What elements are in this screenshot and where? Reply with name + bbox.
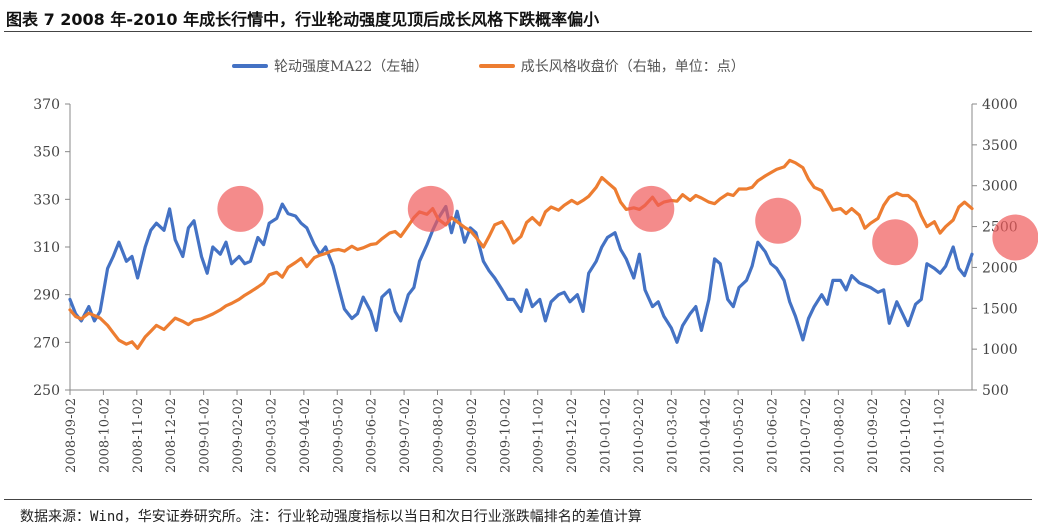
x-tick-label: 2010-06-02 (766, 398, 781, 473)
y-left-tick-label: 270 (33, 335, 60, 351)
highlight-circle (217, 185, 264, 232)
x-tick-label: 2009-05-02 (331, 398, 346, 473)
source-divider (4, 499, 1032, 500)
x-tick-label: 2010-11-02 (933, 398, 948, 473)
y-left-tick-label: 350 (33, 145, 60, 161)
y-right-tick-label: 2000 (982, 260, 1018, 276)
y-left-tick-label: 370 (33, 97, 60, 113)
legend: 轮动强度MA22（左轴） 成长风格收盘价（右轴，单位：点） (232, 56, 791, 76)
chart-title: 图表 7 2008 年-2010 年成长行情中，行业轮动强度见顶后成长风格下跌概… (6, 10, 600, 29)
legend-label-growth: 成长风格收盘价（右轴，单位：点） (520, 59, 745, 75)
y-right-tick-label: 3000 (982, 179, 1018, 195)
legend-item-rotation: 轮动强度MA22（左轴） (232, 56, 428, 76)
y-left-tick-label: 330 (33, 192, 60, 208)
series-line-rotation (68, 202, 974, 344)
x-tick-label: 2009-01-02 (198, 398, 213, 473)
x-tick-label: 2008-09-02 (64, 398, 79, 473)
y-left-tick-label: 310 (33, 240, 60, 256)
x-tick-label: 2009-02-02 (231, 398, 246, 473)
legend-swatch-orange (478, 64, 515, 68)
x-tick-label: 2009-12-02 (565, 398, 580, 473)
x-tick-label: 2008-10-02 (97, 398, 112, 473)
x-tick-label: 2009-11-02 (532, 398, 547, 473)
y-left-tick-label: 250 (33, 383, 60, 399)
highlight-circle (872, 219, 919, 266)
x-tick-label: 2009-04-02 (298, 398, 313, 473)
source-note: 数据来源：Wind，华安证券研究所。注：行业轮动强度指标以当日和次日行业涨跌幅排… (20, 509, 642, 525)
x-tick-label: 2010-08-02 (832, 398, 847, 473)
y-right-tick-label: 3500 (982, 138, 1018, 154)
x-tick-label: 2010-03-02 (665, 398, 680, 473)
title-divider (4, 31, 1032, 32)
y-right-tick-label: 1000 (982, 342, 1018, 358)
x-tick-label: 2009-09-02 (465, 398, 480, 473)
highlight-circle (755, 197, 802, 244)
legend-swatch-blue (232, 64, 268, 68)
legend-item-growth: 成长风格收盘价（右轴，单位：点） (478, 56, 745, 76)
x-tick-label: 2009-08-02 (431, 398, 446, 473)
x-tick-label: 2008-12-02 (164, 398, 179, 473)
y-right-tick-label: 1500 (982, 301, 1018, 317)
x-tick-label: 2009-07-02 (398, 398, 413, 473)
x-tick-label: 2009-10-02 (498, 398, 513, 473)
x-tick-label: 2010-05-02 (732, 398, 747, 473)
x-tick-label: 2009-03-02 (264, 398, 279, 473)
x-tick-label: 2008-11-02 (131, 398, 146, 473)
x-tick-label: 2009-06-02 (365, 398, 380, 473)
legend-label-rotation: 轮动强度MA22（左轴） (274, 59, 429, 75)
y-right-tick-label: 500 (982, 383, 1009, 399)
x-tick-label: 2010-02-02 (632, 398, 647, 473)
series-line-growth (68, 158, 974, 350)
x-tick-label: 2010-04-02 (699, 398, 714, 473)
highlight-circle (628, 185, 675, 232)
x-tick-label: 2010-09-02 (866, 398, 881, 473)
y-right-tick-label: 4000 (982, 97, 1018, 113)
x-tick-label: 2010-10-02 (899, 398, 914, 473)
y-left-tick-label: 290 (33, 288, 60, 304)
highlight-circle (992, 214, 1038, 261)
highlight-circle (407, 185, 454, 232)
x-tick-label: 2010-01-02 (599, 398, 614, 473)
x-tick-label: 2010-07-02 (799, 398, 814, 473)
